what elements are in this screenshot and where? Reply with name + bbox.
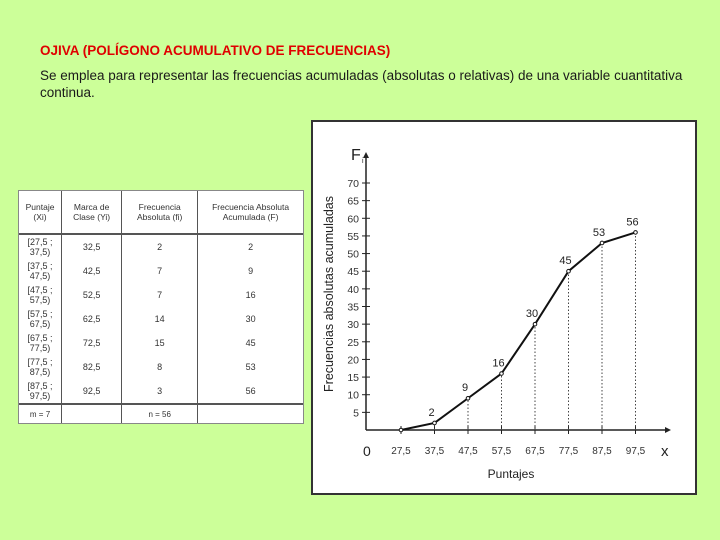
table-footer-cell: n = 56 <box>121 403 199 423</box>
table-cell: 3 <box>121 378 199 404</box>
y-tick-label: 10 <box>347 390 359 402</box>
y-tick-label: 45 <box>347 266 359 278</box>
x-tick-label: 87,5 <box>592 446 612 457</box>
y-tick-label: 65 <box>347 196 359 208</box>
data-point <box>532 321 538 327</box>
x-tick-label: 67,5 <box>525 446 545 457</box>
ogive-chart-panel: F i Frecuencias absolutas acumuladas 0 x… <box>311 120 697 495</box>
y-tick-label: 55 <box>347 231 359 243</box>
page-description: Se emplea para representar las frecuenci… <box>40 68 683 100</box>
table-header-cell: Marca de Clase (Yi) <box>61 191 123 235</box>
table-row: [27,5 ; 37,5) 32,5 2 2 <box>19 234 303 260</box>
data-label: 56 <box>626 216 638 228</box>
data-label: 30 <box>526 308 538 320</box>
table-cell: 7 <box>121 283 199 308</box>
x-tick-label: 77,5 <box>559 446 579 457</box>
table-cell: [77,5 ; 87,5) <box>19 354 63 379</box>
data-label: 45 <box>559 255 571 267</box>
y-tick-label: 70 <box>347 178 359 190</box>
frequency-table-image: Puntaje (Xi) Marca de Clase (Yi) Frecuen… <box>18 190 304 424</box>
table-cell: 42,5 <box>61 259 123 284</box>
table-row: [77,5 ; 87,5) 82,5 8 53 <box>19 354 303 379</box>
table-cell: 14 <box>121 307 199 331</box>
table-footer-row: m = 7 n = 56 <box>19 403 303 423</box>
data-point <box>432 420 437 426</box>
data-label: 16 <box>492 358 504 370</box>
y-tick-label: 5 <box>353 407 359 419</box>
table-cell: 32,5 <box>61 234 123 260</box>
table-cell: [47,5 ; 57,5) <box>19 283 63 308</box>
y-axis-symbol: F <box>351 147 361 164</box>
table-cell: 45 <box>245 337 256 348</box>
data-label: 53 <box>593 227 605 239</box>
y-tick-label: 50 <box>347 249 359 261</box>
table-cell: [57,5 ; 67,5) <box>19 307 63 331</box>
y-tick-label: 60 <box>347 213 359 225</box>
x-tick-label: 27,5 <box>391 446 411 457</box>
data-point <box>633 230 638 235</box>
table-row: [47,5 ; 57,5) 52,5 7 16 <box>19 283 303 308</box>
table-row: [57,5 ; 67,5) 62,5 14 30 <box>19 307 303 331</box>
table-body: [27,5 ; 37,5) 32,5 2 2 [37,5 ; 47,5) 42,5 7 9 [4… <box>19 234 303 404</box>
table-row: [87,5 ; 97,5) 92,5 3 56 <box>19 378 303 404</box>
table-cell: 82,5 <box>61 354 123 379</box>
y-axis-symbol-subscript: i <box>362 158 364 165</box>
y-tick-label: 40 <box>347 284 359 296</box>
table-cell: 2 <box>248 242 254 253</box>
data-point <box>566 268 571 274</box>
table-cell: 56 <box>245 385 256 396</box>
table-cell: 62,5 <box>61 307 123 331</box>
origin-label: 0 <box>363 443 371 459</box>
table-cell: [67,5 ; 77,5) <box>19 330 63 355</box>
data-point <box>599 240 605 246</box>
ogive-line <box>400 231 636 431</box>
table-header-cell: Frecuencia Absoluta Acumulada (F) <box>197 191 303 235</box>
table-cell: [87,5 ; 97,5) <box>19 378 63 404</box>
table-header-row: Puntaje (Xi) Marca de Clase (Yi) Frecuen… <box>19 191 303 235</box>
y-tick-label: 35 <box>347 302 359 314</box>
table-cell: 9 <box>248 266 254 277</box>
table-cell: 72,5 <box>61 330 123 355</box>
table-cell: 7 <box>121 259 199 284</box>
table-cell: 15 <box>121 330 199 355</box>
table-footer-cell <box>197 403 303 423</box>
x-axis-arrow <box>665 427 671 433</box>
table-cell: 16 <box>245 290 256 301</box>
x-axis-title: Puntajes <box>488 467 535 481</box>
table-footer-cell: m = 7 <box>19 403 63 423</box>
table-cell: 8 <box>121 354 199 379</box>
x-tick-label: 37,5 <box>425 446 445 457</box>
data-point <box>465 395 471 401</box>
y-axis-title: Frecuencias absolutas acumuladas <box>322 196 336 392</box>
ogive-chart: F i Frecuencias absolutas acumuladas 0 x… <box>322 147 671 481</box>
x-axis-symbol: x <box>661 443 669 460</box>
table-footer-cell <box>61 403 123 423</box>
table-cell: 2 <box>121 234 199 260</box>
x-tick-label: 57,5 <box>492 446 512 457</box>
table-cell: 92,5 <box>61 378 123 404</box>
table-cell: [27,5 ; 37,5) <box>19 234 63 260</box>
x-tick-label: 47,5 <box>458 446 478 457</box>
y-tick-label: 15 <box>347 372 359 384</box>
table-cell: 30 <box>245 313 256 324</box>
y-tick-label: 30 <box>347 319 359 331</box>
y-axis-arrow <box>363 152 369 158</box>
table-cell: 53 <box>245 361 256 372</box>
page-title: OJIVA (POLÍGONO ACUMULATIVO DE FRECUENCI… <box>40 43 391 58</box>
table-row: [67,5 ; 77,5) 72,5 15 45 <box>19 330 303 355</box>
table-cell: [37,5 ; 47,5) <box>19 259 63 284</box>
y-tick-label: 25 <box>347 337 359 349</box>
x-tick-label: 97,5 <box>626 446 646 457</box>
data-label: 9 <box>462 382 468 394</box>
table-row: [37,5 ; 47,5) 42,5 7 9 <box>19 259 303 284</box>
data-point <box>398 427 404 433</box>
data-label: 2 <box>428 407 434 419</box>
table-header-cell: Puntaje (Xi) <box>19 191 63 235</box>
table-header-cell: Frecuencia Absoluta (fi) <box>121 191 199 235</box>
data-point <box>499 371 504 376</box>
y-tick-label: 20 <box>347 354 359 366</box>
table-cell: 52,5 <box>61 283 123 308</box>
frequency-table: Puntaje (Xi) Marca de Clase (Yi) Frecuen… <box>19 191 303 423</box>
